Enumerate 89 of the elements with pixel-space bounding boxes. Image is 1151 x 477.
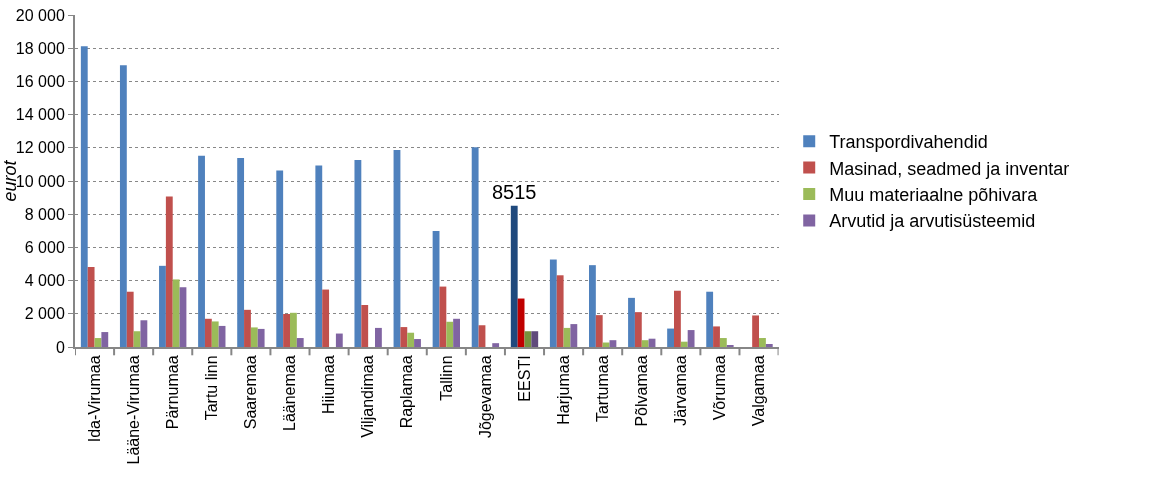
bar <box>634 312 642 347</box>
x-tick-label: Pärnumaa <box>163 355 181 430</box>
bar <box>276 170 284 347</box>
y-tick-label: 18 000 <box>15 39 65 57</box>
bar <box>315 165 323 347</box>
bar <box>453 318 460 347</box>
y-tick-label: 20 000 <box>15 6 65 24</box>
bar <box>198 155 205 347</box>
bar <box>250 327 258 347</box>
bar <box>549 259 557 347</box>
bar <box>354 159 362 347</box>
bar <box>237 158 245 347</box>
bar <box>87 266 95 347</box>
bar <box>588 265 596 347</box>
x-tick-label: EESTI <box>515 355 533 402</box>
bar <box>283 313 290 347</box>
bar <box>641 340 649 347</box>
y-tick-label: 0 <box>55 338 65 356</box>
y-tick-label: 8 000 <box>24 205 65 223</box>
bar <box>492 343 500 347</box>
bar <box>765 344 773 347</box>
x-tick-label: Läänemaa <box>281 355 299 432</box>
x-tick-label: Harjumaa <box>554 355 572 425</box>
legend-label: Muu materiaalne põhivara <box>829 185 1039 206</box>
x-tick-label: Järvamaa <box>672 355 690 426</box>
bar <box>159 265 166 347</box>
x-tick-label: Raplamaa <box>398 355 416 429</box>
legend-label: Masinad, seadmed ja inventar <box>829 158 1070 179</box>
bar <box>602 342 610 347</box>
bar <box>244 309 251 347</box>
bar <box>400 327 408 347</box>
y-tick-label: 4 000 <box>24 272 65 290</box>
bar <box>119 65 127 347</box>
y-tick-label: 12 000 <box>15 139 65 157</box>
x-tick-label: Hiiumaa <box>320 355 338 415</box>
data-label: 8515 <box>491 180 537 203</box>
bar <box>510 205 518 347</box>
x-tick-label: Lääne-Virumaa <box>124 355 142 465</box>
y-tick-label: 2 000 <box>24 305 65 323</box>
bar <box>407 332 415 347</box>
bar <box>759 338 766 347</box>
bar <box>595 315 603 347</box>
x-tick-label: Viljandimaa <box>359 355 377 438</box>
x-tick-label: Põlvamaa <box>632 355 650 427</box>
bar <box>414 339 421 347</box>
legend-label: Arvutid ja arvutisüsteemid <box>829 211 1036 232</box>
bar <box>322 289 330 347</box>
legend-label: Transpordivahendid <box>829 132 988 153</box>
bar <box>556 275 564 347</box>
bar <box>628 297 635 347</box>
x-tick-label: Tartumaa <box>593 355 611 423</box>
bar <box>674 290 681 347</box>
bar <box>296 338 304 347</box>
bar <box>101 332 109 347</box>
bar <box>667 328 674 347</box>
bar <box>374 327 382 347</box>
y-tick-label: 14 000 <box>15 106 65 124</box>
x-tick-label: Saaremaa <box>242 355 260 430</box>
bar <box>257 328 265 347</box>
bar <box>165 196 173 347</box>
bar <box>719 338 727 347</box>
bar <box>211 321 219 347</box>
x-tick-label: Ida-Virumaa <box>85 355 103 443</box>
bar <box>687 330 695 347</box>
bar <box>531 331 539 347</box>
x-tick-label: Jõgevamaa <box>476 355 494 439</box>
x-tick-label: Tallinn <box>437 355 455 401</box>
bar <box>471 147 479 347</box>
bar <box>204 318 212 347</box>
bar <box>713 326 720 347</box>
y-tick-label: 16 000 <box>15 73 65 90</box>
bar <box>446 321 454 347</box>
bar <box>570 324 578 347</box>
x-tick-label: Valgamaa <box>750 355 768 427</box>
bar <box>517 298 525 347</box>
bar <box>706 291 714 347</box>
bar <box>289 312 297 347</box>
bar <box>126 291 134 347</box>
bar <box>439 286 447 347</box>
bar <box>752 315 760 347</box>
bar <box>172 279 180 347</box>
bar <box>335 333 343 347</box>
bar <box>680 341 688 347</box>
x-tick-label: Tartu linn <box>203 355 220 421</box>
bar <box>140 320 148 347</box>
bar <box>361 305 369 347</box>
bar <box>80 46 88 347</box>
x-tick-label: Võrumaa <box>711 355 729 421</box>
y-tick-label: 6 000 <box>24 239 65 256</box>
